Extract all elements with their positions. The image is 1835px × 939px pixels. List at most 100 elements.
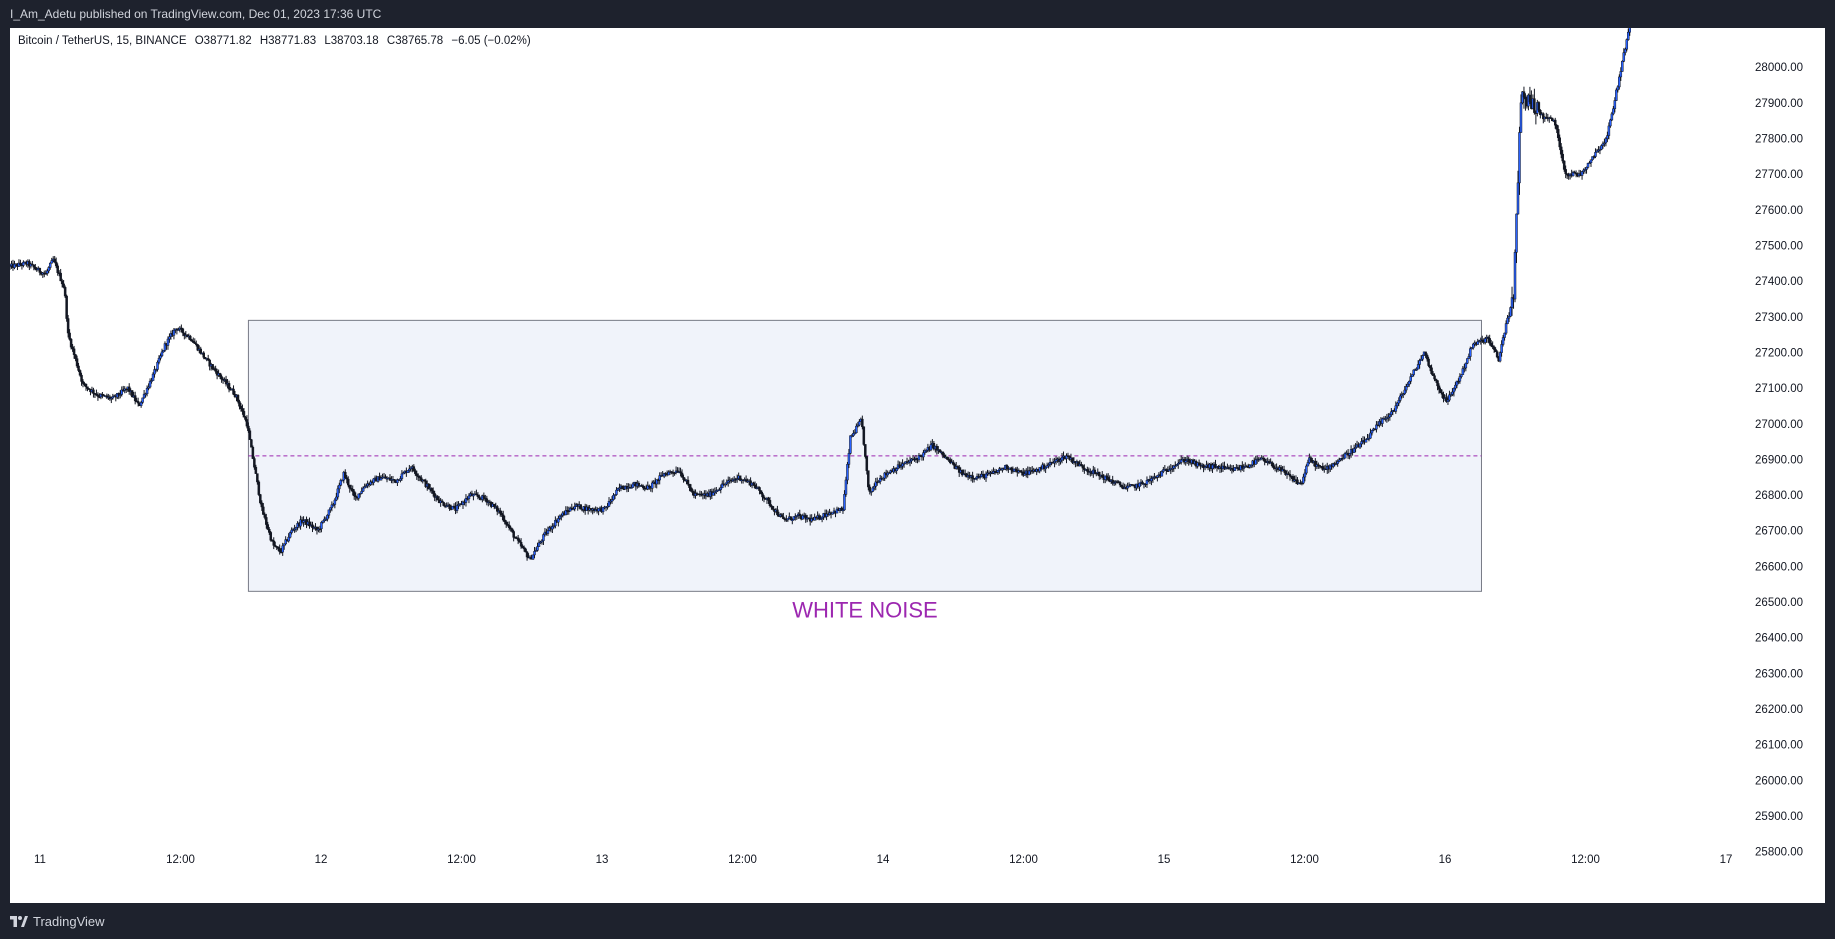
candle-body: [347, 478, 350, 486]
candle-body: [843, 494, 846, 511]
candle-body: [1428, 365, 1432, 369]
candle-body: [762, 496, 766, 499]
candle-body: [1406, 384, 1409, 387]
candle-body: [1065, 455, 1068, 460]
candle-body: [835, 508, 839, 514]
candle-body: [56, 265, 59, 273]
time-tick-label: 12:00: [1290, 854, 1319, 866]
candle-body: [414, 470, 417, 474]
candle-body: [689, 487, 693, 492]
candle-body: [1504, 323, 1508, 334]
candle-body: [1500, 344, 1503, 353]
candle-body: [448, 504, 451, 509]
price-tick-label: 25900.00: [1755, 811, 1803, 823]
time-tick-label: 12:00: [1009, 854, 1038, 866]
publisher-header: I_Am_Adetu published on TradingView.com,…: [0, 0, 1835, 28]
price-tick-label: 27900.00: [1755, 98, 1803, 110]
candle-body: [242, 411, 246, 418]
candle-body: [546, 530, 550, 534]
candle-body: [166, 338, 170, 346]
candle-body: [1317, 464, 1320, 466]
candle-body: [1141, 481, 1144, 485]
candle-body: [1615, 89, 1618, 101]
candle-body: [1106, 477, 1110, 480]
candle-body: [1506, 317, 1509, 324]
candle-body: [348, 484, 351, 489]
candle-body: [62, 283, 65, 288]
candle-body: [1427, 358, 1430, 366]
candle-body: [1609, 119, 1612, 127]
candle-body: [472, 494, 475, 497]
candle-body: [442, 502, 445, 506]
candle-body: [847, 453, 851, 465]
candle-body: [268, 529, 271, 533]
candle-body: [844, 479, 848, 495]
candle-body: [536, 546, 539, 551]
candle-body: [573, 506, 577, 510]
candle-body: [533, 551, 536, 556]
chart-area[interactable]: WHITE NOISE 28000.00 27900.00 27800.00 27700…: [10, 28, 1825, 903]
candle-body: [1318, 465, 1322, 467]
candle-body: [524, 548, 527, 553]
tradingview-logo-icon[interactable]: [10, 915, 28, 927]
candle-body: [1533, 98, 1536, 113]
candle-body: [630, 487, 633, 489]
candle-body: [202, 352, 205, 358]
candle-body: [557, 518, 560, 523]
candle-body: [996, 470, 1000, 473]
candle-body: [1513, 252, 1517, 300]
price-tick-label: 27300.00: [1755, 312, 1803, 324]
footer-brand[interactable]: TradingView: [33, 913, 105, 929]
candle-body: [360, 490, 363, 494]
candle-body: [1138, 482, 1141, 488]
candle-body: [1174, 465, 1177, 467]
candle-body: [269, 532, 273, 541]
candle-body: [1464, 362, 1468, 369]
candle-body: [430, 488, 433, 492]
price-tick-label: 27400.00: [1755, 276, 1803, 288]
candle-body: [150, 380, 153, 382]
candle-body: [1472, 343, 1475, 349]
candle-body: [1519, 102, 1523, 133]
candle-body: [1396, 402, 1399, 407]
candle-body: [1086, 469, 1089, 472]
candle-body: [78, 370, 82, 376]
candle-body: [352, 491, 356, 497]
candle-body: [601, 507, 605, 513]
candle-body: [503, 519, 506, 523]
candle-body: [263, 514, 267, 518]
candle-body: [139, 402, 143, 406]
price-tick-label: 26000.00: [1755, 775, 1803, 787]
candle-body: [1460, 374, 1463, 377]
candle-body: [612, 494, 615, 500]
candle-body: [302, 520, 305, 523]
candle-body: [436, 496, 439, 500]
candle-body: [189, 335, 192, 341]
candle-body: [455, 505, 459, 511]
candle-body: [1437, 385, 1441, 390]
candle-body: [1093, 469, 1097, 474]
candle-body: [1467, 356, 1471, 359]
candle-body: [1342, 457, 1345, 460]
candle-body: [1354, 447, 1357, 449]
candle-body: [320, 522, 323, 530]
candle-body: [1409, 376, 1412, 382]
candle-body: [917, 455, 921, 461]
price-chart[interactable]: WHITE NOISE 28000.00 27900.00 27800.00 27700…: [10, 28, 1825, 903]
symbol-name: Bitcoin / TetherUS, 15, BINANCE: [18, 35, 187, 47]
candle-body: [287, 536, 290, 542]
candle-body: [780, 514, 784, 518]
candle-body: [1561, 153, 1564, 162]
candle-body: [929, 444, 933, 451]
candle-body: [542, 534, 545, 541]
time-tick-label: 14: [877, 854, 890, 866]
candle-body: [941, 451, 945, 456]
candle-body: [504, 521, 508, 525]
candle-body: [1254, 459, 1257, 465]
candle-body: [849, 435, 852, 454]
candle-body: [336, 488, 340, 498]
candle-body: [761, 493, 764, 498]
candle-body: [752, 482, 755, 486]
time-tick-label: 12:00: [166, 854, 195, 866]
price-tick-label: 27600.00: [1755, 205, 1803, 217]
